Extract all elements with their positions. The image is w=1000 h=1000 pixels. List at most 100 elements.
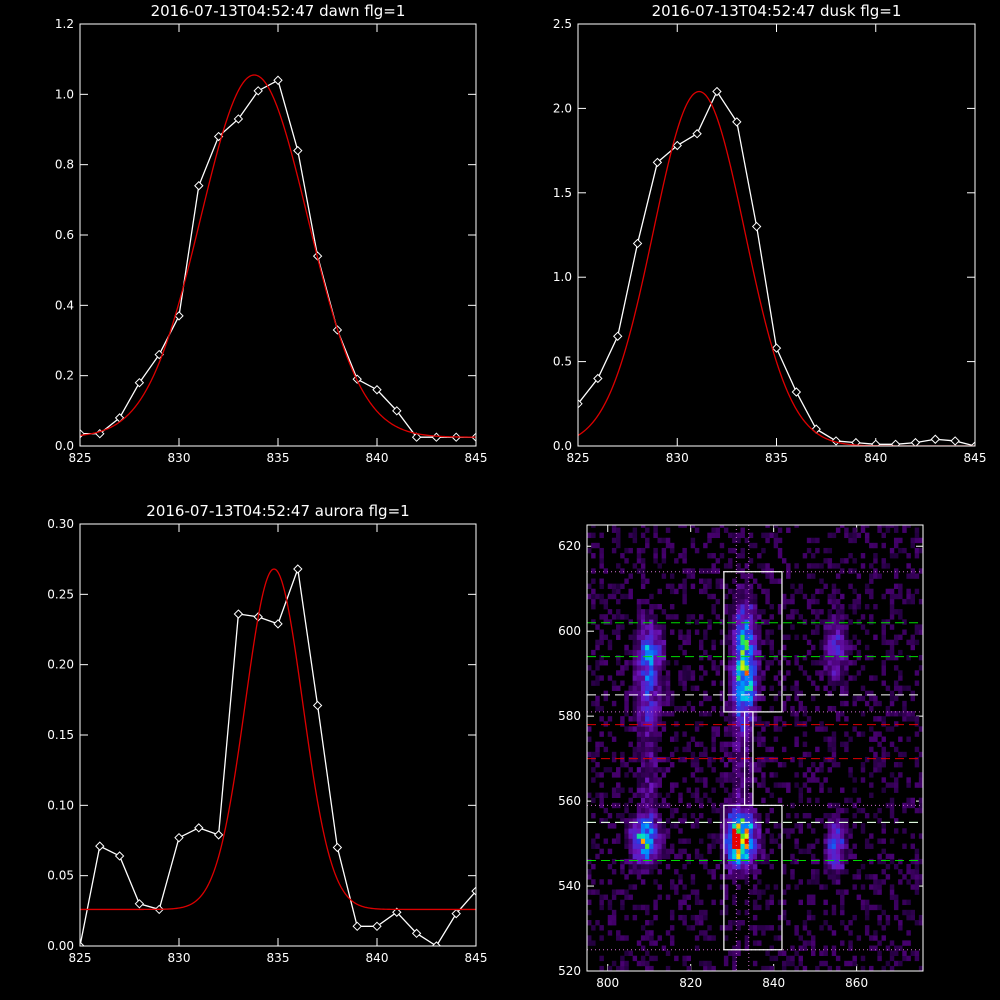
heatmap-cell bbox=[852, 955, 857, 962]
heatmap-cell bbox=[616, 935, 621, 941]
heatmap-cell bbox=[761, 777, 766, 783]
heatmap-cell bbox=[645, 527, 650, 533]
heatmap-cell bbox=[744, 680, 750, 686]
x-tick-label: 830 bbox=[666, 451, 689, 465]
heatmap-cell bbox=[752, 828, 758, 834]
heatmap-cell bbox=[802, 945, 808, 951]
heatmap-cell bbox=[649, 767, 654, 773]
heatmap-cell bbox=[781, 705, 787, 712]
heatmap-cell bbox=[640, 558, 646, 564]
heatmap-cell bbox=[653, 797, 658, 804]
heatmap-cell bbox=[723, 604, 729, 610]
heatmap-cell bbox=[628, 838, 633, 844]
heatmap-cell bbox=[914, 670, 920, 676]
heatmap-cell bbox=[910, 568, 916, 574]
heatmap-cell bbox=[715, 833, 721, 839]
heatmap-cell bbox=[848, 553, 853, 559]
heatmap-cell bbox=[620, 614, 625, 620]
heatmap-cell bbox=[690, 675, 696, 681]
heatmap-cell bbox=[893, 777, 899, 783]
heatmap-cell bbox=[744, 716, 750, 722]
heatmap-cell bbox=[732, 716, 737, 722]
heatmap-cell bbox=[703, 782, 708, 788]
heatmap-cell bbox=[653, 716, 658, 722]
heatmap-cell bbox=[844, 741, 849, 748]
y-tick-label: 1.5 bbox=[553, 186, 572, 200]
heatmap-cell bbox=[893, 746, 899, 753]
heatmap-cell bbox=[889, 624, 895, 630]
heatmap-cell bbox=[628, 741, 633, 748]
heatmap-cell bbox=[781, 685, 787, 691]
heatmap-cell bbox=[757, 940, 762, 946]
heatmap-cell bbox=[840, 940, 845, 946]
heatmap-cell bbox=[632, 884, 638, 890]
heatmap-cell bbox=[798, 700, 804, 707]
heatmap-cell bbox=[682, 863, 687, 870]
heatmap-cell bbox=[736, 884, 741, 890]
heatmap-cell bbox=[649, 853, 654, 860]
heatmap-cell bbox=[595, 772, 600, 778]
heatmap-cell bbox=[811, 537, 816, 544]
heatmap-cell bbox=[674, 721, 679, 727]
heatmap-cell bbox=[736, 746, 741, 753]
plot-frame bbox=[79, 523, 477, 947]
heatmap-cell bbox=[732, 685, 737, 691]
heatmap-cell bbox=[744, 537, 750, 544]
heatmap-cell bbox=[719, 741, 725, 748]
heatmap-cell bbox=[728, 869, 733, 875]
heatmap-cell bbox=[711, 807, 716, 814]
heatmap-cell bbox=[703, 578, 708, 584]
heatmap-cell bbox=[831, 660, 837, 666]
heatmap-cell bbox=[649, 869, 654, 875]
heatmap-cell bbox=[640, 792, 646, 798]
heatmap-cell bbox=[674, 614, 679, 620]
heatmap-cell bbox=[736, 792, 741, 798]
heatmap-cell bbox=[723, 777, 729, 783]
heatmap-cell bbox=[918, 772, 923, 778]
heatmap-cell bbox=[769, 644, 774, 651]
heatmap-cell bbox=[686, 746, 692, 753]
heatmap-cell bbox=[690, 583, 696, 590]
heatmap-cell bbox=[599, 904, 604, 911]
heatmap-cell bbox=[640, 726, 646, 732]
heatmap-cell bbox=[640, 879, 646, 885]
heatmap-cell bbox=[732, 609, 737, 615]
heatmap-cell bbox=[620, 680, 625, 686]
heatmap-cell bbox=[736, 833, 741, 839]
heatmap-cell bbox=[728, 700, 733, 707]
heatmap-cell bbox=[906, 711, 911, 717]
heatmap-cell bbox=[873, 634, 878, 640]
heatmap-cell bbox=[752, 654, 758, 661]
heatmap-cell bbox=[669, 751, 675, 758]
heatmap-cell bbox=[827, 629, 833, 635]
heatmap-cell bbox=[889, 741, 895, 748]
heatmap-cell bbox=[740, 767, 745, 773]
heatmap-cell bbox=[844, 700, 849, 707]
heatmap-cell bbox=[645, 700, 650, 707]
heatmap-cell bbox=[806, 563, 812, 569]
heatmap-cell bbox=[794, 654, 799, 661]
heatmap-cell bbox=[653, 532, 658, 539]
heatmap-cell bbox=[761, 721, 766, 727]
heatmap-cell bbox=[761, 838, 766, 844]
heatmap-cell bbox=[815, 609, 820, 615]
heatmap-cell bbox=[591, 843, 596, 849]
heatmap-cell bbox=[636, 680, 642, 686]
heatmap-cell bbox=[632, 563, 638, 569]
heatmap-cell bbox=[860, 711, 866, 717]
heatmap-cell bbox=[852, 588, 857, 595]
heatmap-cell bbox=[844, 833, 849, 839]
data-point bbox=[771, 343, 782, 353]
heatmap-cell bbox=[661, 695, 667, 702]
heatmap-cell bbox=[649, 690, 654, 697]
heatmap-cell bbox=[645, 858, 650, 865]
heatmap-cell bbox=[902, 950, 907, 957]
heatmap-cell bbox=[835, 604, 841, 610]
heatmap-cell bbox=[699, 858, 704, 865]
heatmap-cell bbox=[711, 532, 716, 539]
heatmap-cell bbox=[736, 690, 741, 697]
heatmap-cell bbox=[723, 889, 729, 895]
heatmap-cell bbox=[765, 904, 770, 911]
heatmap-cell bbox=[653, 955, 658, 962]
heatmap-cell bbox=[719, 711, 725, 717]
